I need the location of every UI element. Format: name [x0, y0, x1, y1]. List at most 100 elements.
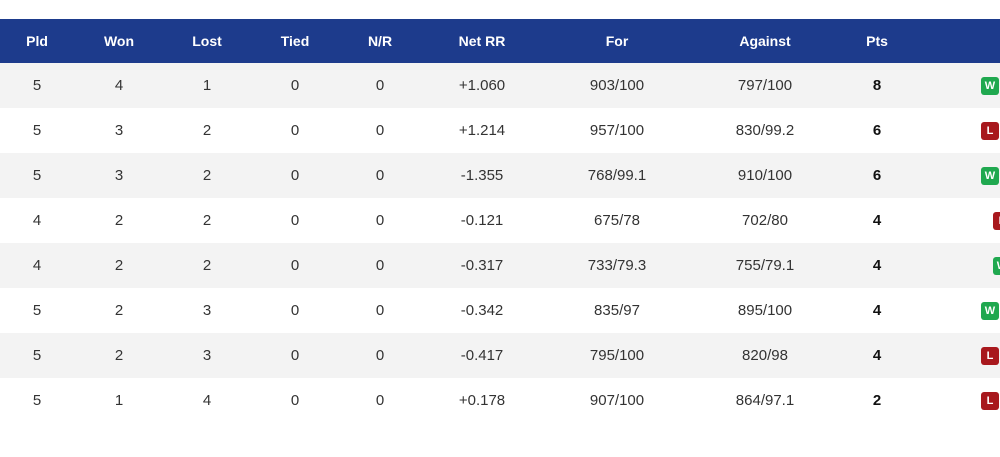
cell-for: 675/78 [594, 212, 640, 229]
cell-tied: 0 [290, 347, 300, 364]
cell-pld: 5 [32, 167, 42, 184]
cell-won: 2 [114, 347, 124, 364]
cell-nr: 0 [375, 392, 385, 409]
table-row: 5 2 3 0 0 -0.417 795/100 820/98 4 L [0, 333, 1000, 378]
cell-nr: 0 [375, 122, 385, 139]
cell-pld: 4 [32, 257, 42, 274]
points-table: Pld Won Lost Tied N/R Net RR For Against… [0, 19, 1000, 423]
col-header-tied: Tied [280, 33, 310, 49]
form-loss-badge: L [993, 211, 1000, 230]
cell-pld: 5 [32, 302, 42, 319]
form-win-badge: W [981, 76, 999, 95]
cell-for: 907/100 [589, 392, 645, 409]
col-header-nr: N/R [367, 33, 393, 49]
cell-tied: 0 [290, 77, 300, 94]
cell-lost: 2 [202, 122, 212, 139]
cell-nr: 0 [375, 302, 385, 319]
cell-tied: 0 [290, 257, 300, 274]
cell-lost: 2 [202, 212, 212, 229]
cell-tied: 0 [290, 167, 300, 184]
cell-for: 957/100 [589, 122, 645, 139]
cell-nr: 0 [375, 212, 385, 229]
form-loss-badge: L [981, 346, 999, 365]
cell-pld: 5 [32, 392, 42, 409]
cell-lost: 4 [202, 392, 212, 409]
cell-for: 835/97 [594, 302, 640, 319]
cell-nr: 0 [375, 257, 385, 274]
cell-net-rr: -0.121 [460, 212, 504, 229]
cell-against: 910/100 [737, 167, 793, 184]
col-header-against: Against [739, 33, 791, 49]
table-header: Pld Won Lost Tied N/R Net RR For Against… [0, 19, 1000, 63]
cell-nr: 0 [375, 77, 385, 94]
col-header-pld: Pld [26, 33, 48, 49]
cell-won: 2 [114, 257, 124, 274]
cell-lost: 2 [202, 167, 212, 184]
form-win-badge: W [981, 166, 999, 185]
cell-won: 3 [114, 167, 124, 184]
table-row: 4 2 2 0 0 -0.317 733/79.3 755/79.1 4 W [0, 243, 1000, 288]
cell-pts: 6 [872, 122, 882, 139]
cell-pld: 4 [32, 212, 42, 229]
col-header-for: For [605, 33, 629, 49]
table-row: 4 2 2 0 0 -0.121 675/78 702/80 4 L [0, 198, 1000, 243]
table-row: 5 3 2 0 0 +1.214 957/100 830/99.2 6 L [0, 108, 1000, 153]
form-win-badge: W [981, 301, 999, 320]
table-row: 5 3 2 0 0 -1.355 768/99.1 910/100 6 W [0, 153, 1000, 198]
cell-pld: 5 [32, 122, 42, 139]
cell-nr: 0 [375, 167, 385, 184]
cell-against: 820/98 [742, 347, 788, 364]
form-win-badge: W [993, 256, 1000, 275]
cell-tied: 0 [290, 212, 300, 229]
cell-pts: 2 [872, 392, 882, 409]
cell-net-rr: -0.417 [460, 347, 504, 364]
cell-won: 4 [114, 77, 124, 94]
cell-pts: 4 [872, 257, 882, 274]
cell-pts: 4 [872, 347, 882, 364]
cell-won: 2 [114, 302, 124, 319]
cell-net-rr: -1.355 [460, 167, 504, 184]
col-header-won: Won [103, 33, 135, 49]
cell-lost: 3 [202, 302, 212, 319]
cell-net-rr: -0.317 [460, 257, 504, 274]
cell-pts: 4 [872, 302, 882, 319]
cell-tied: 0 [290, 392, 300, 409]
cell-pts: 8 [872, 77, 882, 94]
col-header-pts: Pts [866, 33, 888, 49]
cell-against: 895/100 [737, 302, 793, 319]
cell-against: 797/100 [737, 77, 793, 94]
cell-won: 1 [114, 392, 124, 409]
table-body: 5 4 1 0 0 +1.060 903/100 797/100 8 W 5 3 2 0 0 +1.214 95… [0, 63, 1000, 423]
cell-nr: 0 [375, 347, 385, 364]
cell-net-rr: -0.342 [460, 302, 504, 319]
cell-pld: 5 [32, 77, 42, 94]
cell-against: 830/99.2 [735, 122, 795, 139]
form-loss-badge: L [981, 391, 999, 410]
cell-lost: 3 [202, 347, 212, 364]
cell-for: 768/99.1 [587, 167, 647, 184]
cell-tied: 0 [290, 122, 300, 139]
cell-pts: 4 [872, 212, 882, 229]
cell-for: 733/79.3 [587, 257, 647, 274]
cell-won: 3 [114, 122, 124, 139]
col-header-lost: Lost [192, 33, 222, 49]
table-row: 5 1 4 0 0 +0.178 907/100 864/97.1 2 L [0, 378, 1000, 423]
col-header-net-rr: Net RR [458, 33, 506, 49]
cell-lost: 1 [202, 77, 212, 94]
cell-against: 864/97.1 [735, 392, 795, 409]
cell-pld: 5 [32, 347, 42, 364]
cell-for: 795/100 [589, 347, 645, 364]
form-loss-badge: L [981, 121, 999, 140]
table-row: 5 2 3 0 0 -0.342 835/97 895/100 4 W [0, 288, 1000, 333]
cell-pts: 6 [872, 167, 882, 184]
cell-lost: 2 [202, 257, 212, 274]
cell-for: 903/100 [589, 77, 645, 94]
cell-against: 702/80 [742, 212, 788, 229]
cell-won: 2 [114, 212, 124, 229]
cell-net-rr: +1.060 [458, 77, 506, 94]
cell-net-rr: +0.178 [458, 392, 506, 409]
cell-against: 755/79.1 [735, 257, 795, 274]
table-row: 5 4 1 0 0 +1.060 903/100 797/100 8 W [0, 63, 1000, 108]
cell-tied: 0 [290, 302, 300, 319]
cell-net-rr: +1.214 [458, 122, 506, 139]
